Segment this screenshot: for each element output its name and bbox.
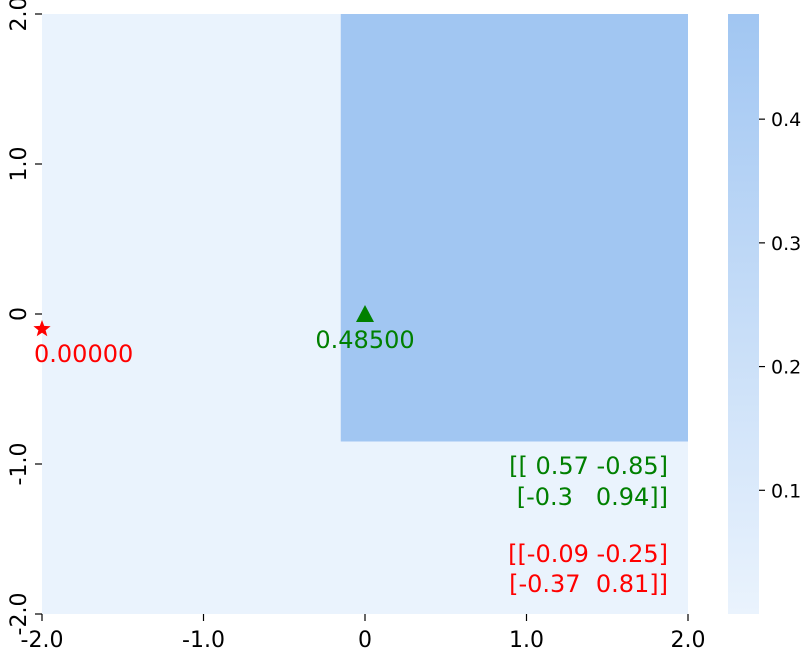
matrix-0-line-0: [[ 0.57 -0.85] — [509, 452, 668, 480]
y-tick-label: 2.0 — [7, 0, 32, 32]
star-value-label: 0.00000 — [34, 340, 133, 368]
matrix-1-line-1: [-0.37 0.81]] — [501, 570, 668, 598]
y-tick-label: -2.0 — [7, 593, 32, 636]
y-tick-label: 1.0 — [7, 147, 32, 182]
colorbar-tick-label: 0.3 — [771, 233, 801, 255]
triangle-value-label: 0.48500 — [315, 326, 414, 354]
axes: -2.0 -1.0 0 1.0 2.0 -2.0 -1.0 0 1.0 2.0 — [7, 0, 706, 653]
colorbar: 0.1 0.2 0.3 0.4 — [728, 14, 801, 614]
y-tick-label: 0 — [7, 307, 32, 321]
matrix-0-line-1: [-0.3 0.94]] — [509, 483, 668, 511]
triangle-marker — [356, 305, 374, 322]
y-tick-label: -1.0 — [7, 443, 32, 486]
star-marker — [33, 320, 51, 337]
heatmap-region-1 — [340, 14, 688, 442]
matrix-1-line-0: [[-0.09 -0.25] — [508, 540, 668, 568]
x-tick-label: 0 — [358, 628, 372, 653]
colorbar-tick-label: 0.2 — [771, 357, 801, 379]
colorbar-tick-label: 0.1 — [771, 480, 801, 502]
x-tick-label: 2.0 — [671, 628, 706, 653]
x-tick-label: -2.0 — [21, 628, 64, 653]
x-tick-label: -1.0 — [182, 628, 225, 653]
plot-area — [42, 14, 688, 614]
colorbar-gradient — [728, 14, 759, 614]
x-tick-label: 1.0 — [509, 628, 544, 653]
colorbar-tick-label: 0.4 — [771, 109, 801, 131]
annotations: 0.00000 0.48500 [[ 0.57 -0.85] [-0.3 0.94]… — [33, 305, 668, 598]
